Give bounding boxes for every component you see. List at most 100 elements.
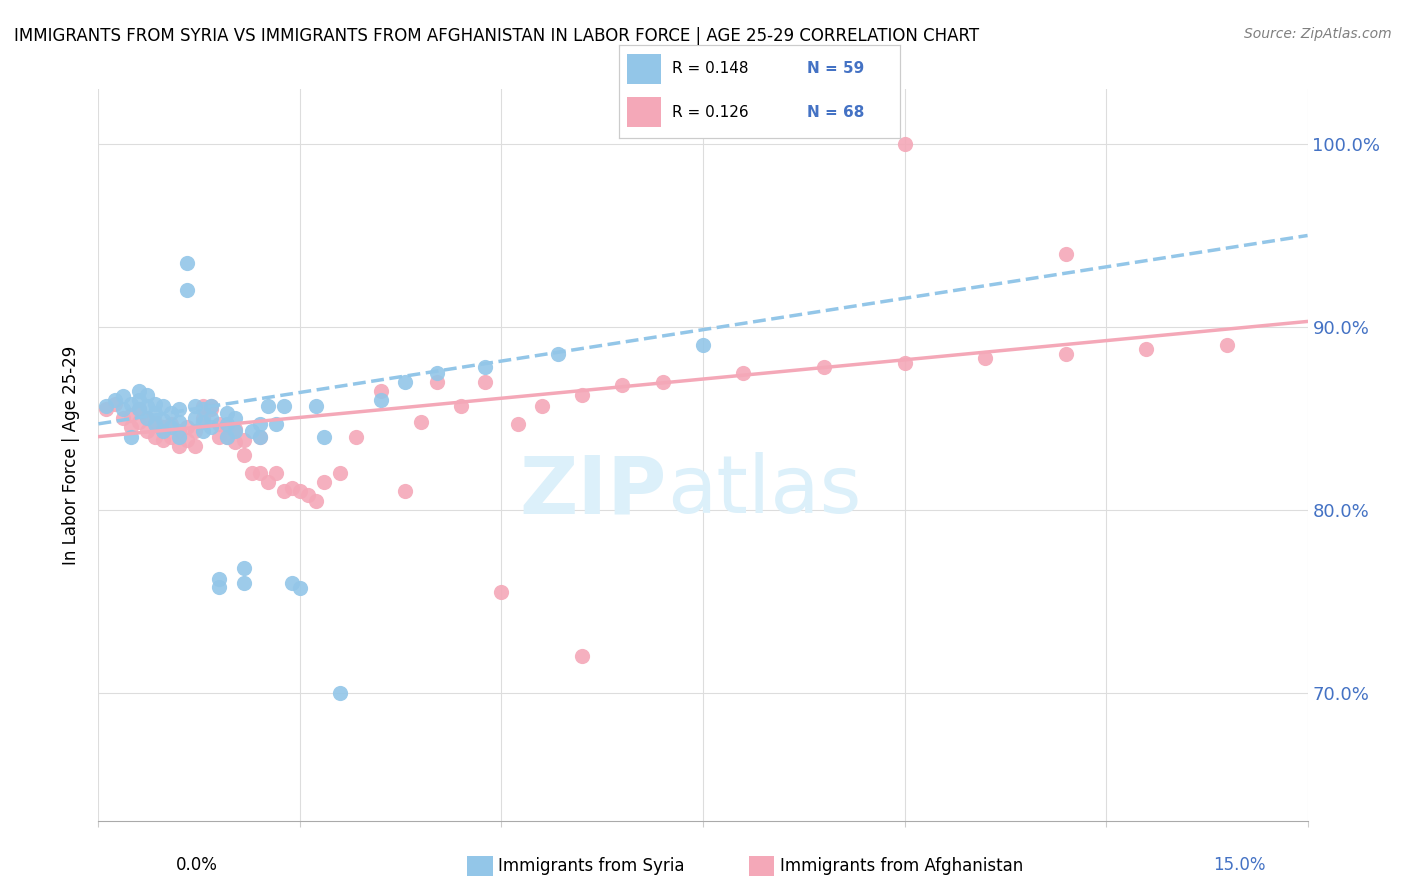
Point — [224, 435, 246, 450]
Point — [167, 439, 190, 453]
FancyBboxPatch shape — [627, 97, 661, 127]
Point — [176, 420, 198, 434]
Text: Source: ZipAtlas.com: Source: ZipAtlas.com — [1244, 27, 1392, 41]
Point — [314, 430, 336, 444]
Point — [193, 411, 215, 425]
Point — [217, 430, 239, 444]
Point — [176, 256, 198, 270]
Point — [273, 484, 295, 499]
Point — [426, 366, 449, 380]
Point — [103, 393, 125, 408]
Point — [314, 475, 336, 490]
Text: R = 0.148: R = 0.148 — [672, 62, 748, 77]
Point — [217, 420, 239, 434]
Point — [232, 561, 254, 575]
Point — [200, 399, 222, 413]
Point — [1054, 347, 1077, 361]
Point — [120, 430, 142, 444]
Point — [176, 284, 198, 298]
Point — [176, 434, 198, 448]
Point — [135, 387, 157, 401]
Point — [506, 417, 529, 431]
Point — [111, 389, 134, 403]
Point — [394, 375, 416, 389]
Point — [160, 417, 183, 431]
Point — [426, 375, 449, 389]
Point — [491, 585, 513, 599]
Point — [450, 399, 472, 413]
Point — [249, 430, 271, 444]
Point — [208, 417, 231, 431]
Point — [217, 417, 239, 431]
Point — [135, 411, 157, 425]
Point — [281, 576, 304, 591]
Point — [571, 649, 593, 664]
Point — [128, 393, 150, 408]
Text: N = 59: N = 59 — [807, 62, 865, 77]
Text: 15.0%: 15.0% — [1213, 856, 1265, 874]
Point — [200, 399, 222, 413]
Point — [288, 484, 311, 499]
Point — [128, 415, 150, 429]
Point — [208, 580, 231, 594]
Point — [651, 375, 673, 389]
Point — [103, 397, 125, 411]
Point — [184, 424, 207, 438]
Point — [232, 434, 254, 448]
Point — [256, 475, 278, 490]
Point — [200, 420, 222, 434]
Point — [288, 582, 311, 596]
Point — [160, 420, 183, 434]
Point — [217, 406, 239, 420]
Point — [167, 415, 190, 429]
Point — [547, 347, 569, 361]
Point — [394, 484, 416, 499]
Point — [264, 467, 287, 481]
Point — [297, 488, 319, 502]
Point — [893, 136, 915, 151]
Point — [370, 384, 392, 398]
Point — [193, 402, 215, 417]
Point — [143, 397, 166, 411]
Point — [530, 399, 553, 413]
Point — [135, 411, 157, 425]
Point — [200, 402, 222, 417]
Point — [974, 351, 997, 365]
Point — [128, 384, 150, 398]
Text: N = 68: N = 68 — [807, 104, 865, 120]
Point — [249, 430, 271, 444]
Point — [813, 360, 835, 375]
Point — [224, 422, 246, 436]
Point — [281, 481, 304, 495]
Point — [256, 399, 278, 413]
Point — [184, 399, 207, 413]
Point — [120, 420, 142, 434]
Point — [143, 406, 166, 420]
Point — [160, 406, 183, 420]
Point — [120, 397, 142, 411]
Point — [160, 430, 183, 444]
Point — [184, 411, 207, 425]
Point — [152, 399, 174, 413]
Point — [152, 424, 174, 438]
Text: R = 0.126: R = 0.126 — [672, 104, 748, 120]
Text: atlas: atlas — [666, 452, 860, 531]
Point — [1135, 342, 1157, 356]
Point — [305, 399, 328, 413]
Text: Immigrants from Afghanistan: Immigrants from Afghanistan — [779, 857, 1024, 875]
Point — [128, 402, 150, 417]
Point — [305, 493, 328, 508]
Point — [232, 576, 254, 591]
Point — [329, 686, 352, 700]
Point — [193, 415, 215, 429]
Text: 0.0%: 0.0% — [176, 856, 218, 874]
Point — [152, 434, 174, 448]
Point — [96, 402, 118, 417]
Point — [240, 424, 263, 438]
FancyBboxPatch shape — [627, 54, 661, 84]
Point — [217, 430, 239, 444]
Y-axis label: In Labor Force | Age 25-29: In Labor Force | Age 25-29 — [62, 345, 80, 565]
Point — [240, 467, 263, 481]
Point — [1054, 247, 1077, 261]
Point — [893, 356, 915, 371]
